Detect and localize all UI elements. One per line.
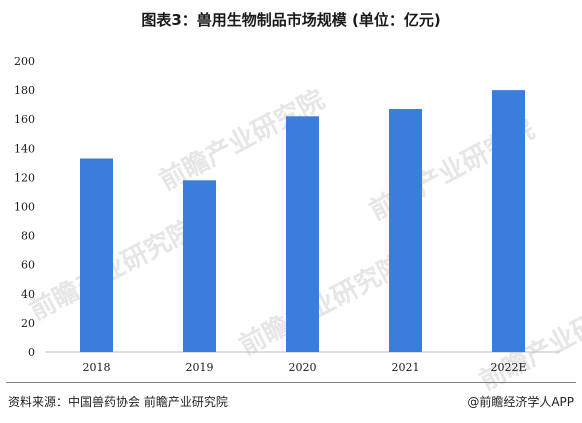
y-tick-label: 140 (14, 142, 35, 155)
y-tick-label: 80 (21, 230, 35, 243)
bar (492, 90, 525, 352)
footer-divider (6, 382, 576, 383)
bar (80, 158, 113, 352)
bar-chart: 0 20 40 60 80 100 120 140 160 180 200 2018 2019 2020 2… (14, 55, 560, 374)
chart-title: 图表3：兽用生物制品市场规模 (单位：亿元) (141, 11, 441, 29)
y-tick-label: 200 (14, 55, 35, 68)
x-tick-label: 2019 (186, 361, 214, 374)
bar (183, 180, 216, 352)
x-tick-label: 2021 (392, 361, 420, 374)
y-tick-label: 60 (21, 259, 35, 272)
x-tick-label: 2022E (490, 361, 526, 374)
x-tick-label: 2020 (289, 361, 317, 374)
y-tick-label: 120 (14, 171, 35, 184)
y-tick-label: 180 (14, 84, 35, 97)
bar (286, 116, 319, 352)
y-tick-label: 40 (21, 288, 35, 301)
source-note: 资料来源：中国兽药协会 前瞻产业研究院 (8, 395, 228, 409)
bar (389, 109, 422, 352)
y-tick-label: 20 (21, 317, 35, 330)
y-tick-label: 0 (28, 346, 35, 359)
credit-note: @前瞻经济学人APP (467, 395, 574, 409)
y-tick-label: 160 (14, 113, 35, 126)
x-tick-label: 2018 (83, 361, 111, 374)
y-tick-label: 100 (14, 201, 35, 214)
